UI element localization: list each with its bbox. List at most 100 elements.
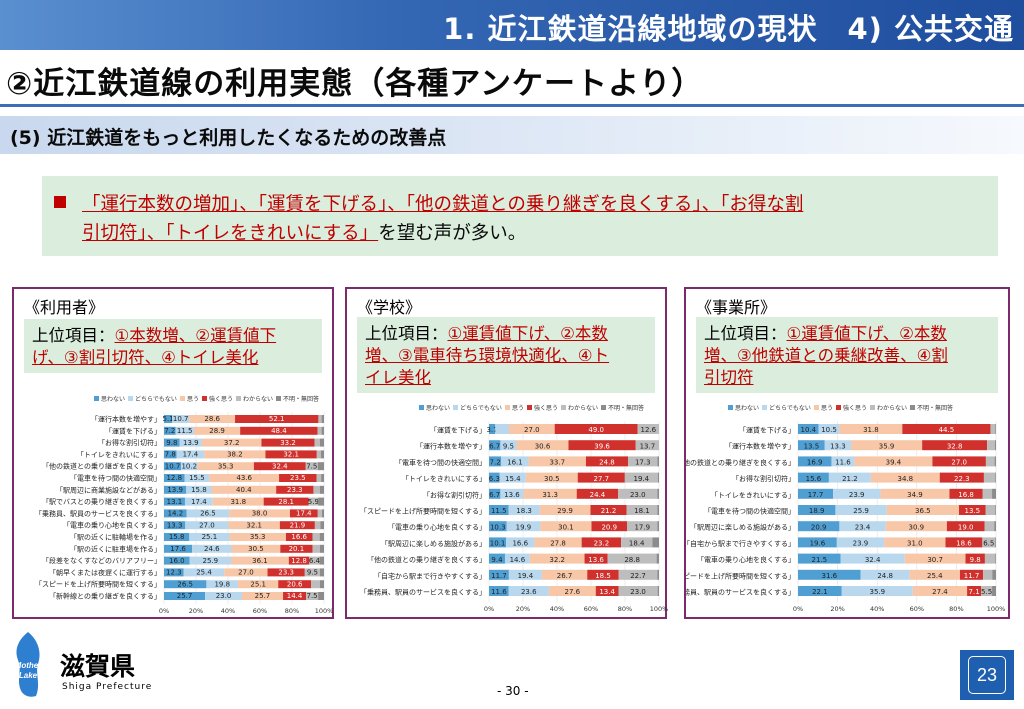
bar-segment [798,440,825,451]
shiga-lake-logo-icon: Mother Lake [15,632,42,697]
bar-segment [278,580,312,589]
data-label: 48.4 [271,427,287,435]
data-label: 23.0 [630,491,646,499]
bar-segment [985,456,995,467]
bar-segment [990,424,996,434]
top-items-line: 上位項目：①運賃値下げ、②本数 [365,323,647,345]
bar-segment [534,537,582,548]
data-label: 9.8 [166,439,177,447]
legend-label: 思う [512,405,524,412]
bar-segment [824,440,852,451]
bar-segment [992,488,996,499]
data-label: 26.5 [177,580,193,588]
summary-highlight-2: 引切符」、「トイレをきれいにする」 [82,223,379,244]
data-label: 12.8 [291,557,307,565]
data-label: 30.9 [909,523,925,531]
businesses-stacked-bar-chart: 思わない どちらでもない 思う 強く思う わからない 不明・無回答 0% 20% 40% 60% 8… [686,404,1005,613]
bar-segment [164,521,186,530]
category-label: 「お得な割引切符」 [98,438,161,447]
bar-segment [995,553,996,564]
bar-segment [489,488,501,499]
bar-segment [489,537,507,548]
x-tick-label: 60% [584,605,598,613]
data-label: 31.8 [863,426,879,434]
data-label: 15.8 [169,533,185,541]
data-label: 7.5 [306,462,317,470]
bar-segment [201,438,262,447]
panel-title: 《事業所》 [696,298,777,317]
bar-segment [870,472,940,483]
bar-segment [657,472,659,483]
x-tick-label: 0% [793,605,803,613]
legend-swatch [836,405,841,410]
bar-segment [831,456,855,467]
data-label: 32.8 [947,442,963,450]
data-label: 18.5 [595,572,611,580]
bar-segment [568,440,636,451]
legend-swatch [728,405,733,410]
bar-segment [164,509,187,518]
legend-label: 強く思う [209,395,233,403]
data-label: 10.2 [181,462,197,470]
bar-segment [833,488,881,499]
data-label: 49.0 [588,426,604,434]
bar-segment [995,472,996,483]
legend-swatch [453,405,458,410]
legend-swatch [236,396,241,401]
section-band [0,116,1024,154]
bar-segment [500,488,524,499]
bar-segment [504,553,530,564]
bar-segment [508,569,542,580]
x-tick-label: 20% [830,605,844,613]
bar-segment [164,592,206,600]
bar-segment [939,472,984,483]
bar-segment [984,521,995,532]
bar-segment [657,569,659,580]
bar-segment [164,544,193,553]
bar-segment [321,426,324,435]
bar-segment [946,521,985,532]
bar-segment [313,485,320,494]
data-label: 14.2 [168,510,184,518]
bar-segment [320,521,324,530]
bar-segment [283,592,307,600]
data-label: 37.2 [224,439,240,447]
data-label: 22.1 [812,588,828,596]
bar-segment [319,533,324,541]
top-items-text: ①運賃値下げ、②本数 [786,324,947,343]
bar-segment [922,440,988,451]
legend-label: 思わない [101,396,125,403]
data-label: 40.4 [236,486,252,494]
bar-segment [576,488,619,499]
data-label: 23.6 [521,588,537,596]
bar-segment [652,537,659,548]
data-label: 9.5 [307,569,318,577]
bar-segment [184,474,210,482]
data-label: 19.4 [634,475,650,483]
legend-label: 思わない [426,405,450,412]
category-label: 「お得な割引切符」 [732,474,795,483]
bar-segment [909,569,960,580]
bar-segment [265,450,317,459]
users-stacked-bar-chart: 思わない どちらでもない 思う 強く思う わからない 不明・無回答 0% 20% 40% 60% 8… [35,395,333,615]
data-label: 7.5 [307,592,318,600]
top-items-text: ①運賃値下げ、②本数 [447,324,608,343]
panel-users: 《利用者》 上位項目：①本数増、②運賃値下 げ、③割引切符、④トイレ美化 思わな… [12,287,334,619]
data-label: 11.6 [835,459,851,467]
bar-segment [506,537,535,548]
data-label: 20.1 [289,545,305,553]
bar-segment [489,521,507,532]
legend-swatch [601,405,606,410]
bar-segment [309,556,320,565]
data-label: 21.2 [842,475,858,483]
data-label: 30.6 [535,442,551,450]
bar-segment [500,440,517,451]
bar-segment [308,497,319,506]
summary-line-1: 「運行本数の増加」、「運賃を下げる」、「他の鉄道との乗り継ぎを良くする」、「お得… [82,190,803,216]
data-label: 13.3 [167,521,183,529]
bar-segment [984,553,996,564]
data-label: 25.7 [177,592,193,600]
bar-segment [995,505,996,515]
bar-segment [172,415,190,423]
bar-segment [626,505,658,515]
